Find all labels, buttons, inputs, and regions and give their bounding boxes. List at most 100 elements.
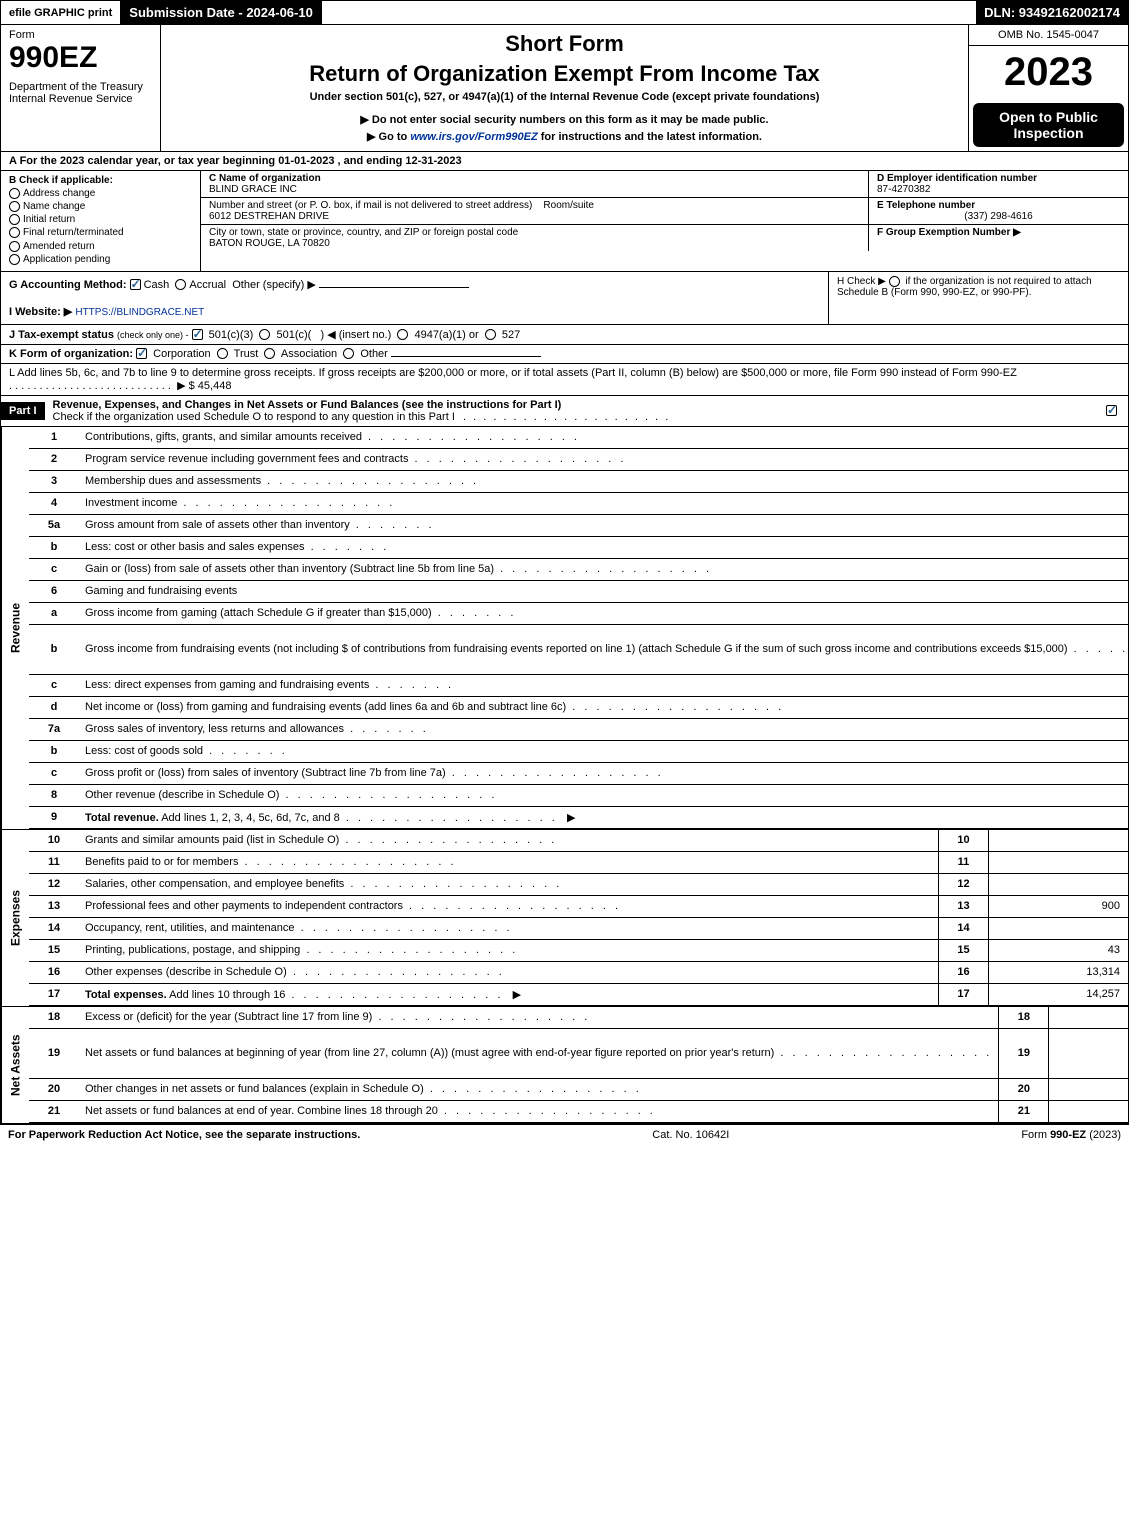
line-description: Grants and similar amounts paid (list in…: [79, 830, 938, 851]
colb-checkbox[interactable]: [9, 188, 20, 199]
city-value: BATON ROUGE, LA 70820: [209, 238, 330, 249]
corp-checkbox[interactable]: [136, 348, 147, 359]
line-number: 11: [29, 852, 79, 873]
efile-label[interactable]: efile GRAPHIC print: [1, 1, 121, 24]
h-line: H Check ▶ if the organization is not req…: [828, 272, 1128, 324]
form-line: 7aGross sales of inventory, less returns…: [29, 719, 1129, 741]
col-cdef: C Name of organization BLIND GRACE INC D…: [201, 171, 1128, 271]
k-assoc: Association: [281, 348, 337, 360]
org-name-value: BLIND GRACE INC: [209, 184, 297, 195]
line-value: 18,609: [1048, 1007, 1129, 1028]
l-arrow: ▶ $: [177, 380, 195, 392]
line-description: Total expenses. Add lines 10 through 16 …: [79, 984, 938, 1005]
line-description: Other changes in net assets or fund bala…: [79, 1079, 998, 1100]
colb-checkbox[interactable]: [9, 227, 20, 238]
line-description: Printing, publications, postage, and shi…: [79, 940, 938, 961]
line-number: c: [29, 763, 79, 784]
colb-checkbox[interactable]: [9, 201, 20, 212]
line-description: Salaries, other compensation, and employ…: [79, 874, 938, 895]
form-word: Form: [9, 29, 152, 41]
527-radio[interactable]: [485, 329, 496, 340]
colb-option: Final return/terminated: [9, 227, 192, 238]
submission-date: Submission Date - 2024-06-10: [121, 1, 322, 24]
form-line: 20Other changes in net assets or fund ba…: [29, 1079, 1129, 1101]
line-num-col: 18: [998, 1007, 1048, 1028]
omb-number: OMB No. 1545-0047: [969, 25, 1128, 46]
footer-right-form: 990-EZ: [1050, 1129, 1086, 1141]
org-name-label: C Name of organization: [209, 173, 321, 184]
short-form-title: Short Form: [505, 31, 624, 57]
department-label: Department of the Treasury Internal Reve…: [9, 81, 152, 105]
line-description: Contributions, gifts, grants, and simila…: [79, 427, 1129, 448]
part1-header-row: Part I Revenue, Expenses, and Changes in…: [0, 396, 1129, 427]
form-header: Form 990EZ Department of the Treasury In…: [0, 25, 1129, 152]
line-number: b: [29, 625, 79, 674]
dln: DLN: 93492162002174: [976, 1, 1128, 24]
line-number: d: [29, 697, 79, 718]
form-line: 4Investment income . . . . . . . . . . .…: [29, 493, 1129, 515]
other-radio[interactable]: [343, 348, 354, 359]
i-label: I Website: ▶: [9, 306, 72, 318]
accrual-label: Accrual: [189, 279, 226, 291]
g-line: G Accounting Method: Cash Accrual Other …: [1, 272, 828, 324]
line-description: Gaming and fundraising events: [79, 581, 1129, 602]
line-number: 17: [29, 984, 79, 1005]
other-label: Other (specify) ▶: [232, 279, 316, 291]
footer-right: Form 990-EZ (2023): [1021, 1129, 1121, 1141]
h-check-text: Check ▶: [847, 276, 886, 287]
k-trust: Trust: [234, 348, 259, 360]
header-right: OMB No. 1545-0047 2023 Open to Public In…: [968, 25, 1128, 151]
colb-checkbox[interactable]: [9, 241, 20, 252]
g-label: G Accounting Method:: [9, 279, 127, 291]
section-a: A For the 2023 calendar year, or tax yea…: [0, 152, 1129, 171]
line-description: Gross profit or (loss) from sales of inv…: [79, 763, 1129, 784]
line-description: Net assets or fund balances at end of ye…: [79, 1101, 998, 1122]
line-description: Total revenue. Add lines 1, 2, 3, 4, 5c,…: [79, 807, 1129, 828]
line-number: 10: [29, 830, 79, 851]
form-line: bGross income from fundraising events (n…: [29, 625, 1129, 675]
4947-radio[interactable]: [397, 329, 408, 340]
colb-checkbox[interactable]: [9, 254, 20, 265]
h-checkbox[interactable]: [889, 276, 900, 287]
line-num-col: 16: [938, 962, 988, 983]
trust-radio[interactable]: [217, 348, 228, 359]
h-label: H: [837, 276, 844, 287]
form-line: bLess: cost or other basis and sales exp…: [29, 537, 1129, 559]
line-description: Less: cost of goods sold . . . . . . .: [79, 741, 1129, 762]
revenue-side-label: Revenue: [1, 427, 29, 829]
part1-checkbox[interactable]: [1106, 405, 1117, 416]
501c-radio[interactable]: [259, 329, 270, 340]
assoc-radio[interactable]: [264, 348, 275, 359]
line-number: 14: [29, 918, 79, 939]
k-label: K Form of organization:: [9, 348, 133, 360]
top-bar: efile GRAPHIC print Submission Date - 20…: [0, 0, 1129, 25]
footer-right-suffix: (2023): [1086, 1129, 1121, 1141]
under-section: Under section 501(c), 527, or 4947(a)(1)…: [310, 91, 820, 103]
form-line: cGain or (loss) from sale of assets othe…: [29, 559, 1129, 581]
line-num-col: 20: [998, 1079, 1048, 1100]
line-description: Gross amount from sale of assets other t…: [79, 515, 1129, 536]
line-number: b: [29, 741, 79, 762]
line-description: Membership dues and assessments . . . . …: [79, 471, 1129, 492]
header-center: Short Form Return of Organization Exempt…: [161, 25, 968, 151]
line-num-col: 12: [938, 874, 988, 895]
line-description: Gross income from gaming (attach Schedul…: [79, 603, 1129, 624]
501c3-checkbox[interactable]: [192, 329, 203, 340]
line-number: 20: [29, 1079, 79, 1100]
form-line: 2Program service revenue including gover…: [29, 449, 1129, 471]
cash-checkbox[interactable]: [130, 279, 141, 290]
line-value: [988, 852, 1128, 873]
part1-title-block: Revenue, Expenses, and Changes in Net As…: [45, 396, 1106, 426]
form-line: 9Total revenue. Add lines 1, 2, 3, 4, 5c…: [29, 807, 1129, 829]
colb-option: Amended return: [9, 241, 192, 252]
irs-link[interactable]: www.irs.gov/Form990EZ: [410, 131, 537, 143]
line-number: 13: [29, 896, 79, 917]
form-line: dNet income or (loss) from gaming and fu…: [29, 697, 1129, 719]
website-link[interactable]: HTTPS://BLINDGRACE.NET: [75, 307, 204, 318]
accrual-radio[interactable]: [175, 279, 186, 290]
ssn-warning: ▶ Do not enter social security numbers o…: [360, 113, 768, 126]
line-number: 15: [29, 940, 79, 961]
colb-option: Initial return: [9, 214, 192, 225]
line-num-col: 17: [938, 984, 988, 1005]
colb-checkbox[interactable]: [9, 214, 20, 225]
